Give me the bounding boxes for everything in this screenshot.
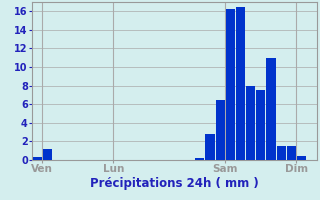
Bar (267, 58, 276, 160)
Bar (226, 9, 235, 160)
Bar (205, 134, 215, 160)
Bar (246, 86, 255, 160)
Bar (216, 100, 225, 160)
Bar (43, 149, 52, 160)
Bar (256, 90, 265, 160)
Bar (297, 156, 306, 160)
Bar (236, 7, 245, 160)
Bar (195, 158, 204, 160)
Bar (287, 146, 296, 160)
Bar (33, 157, 42, 160)
X-axis label: Précipitations 24h ( mm ): Précipitations 24h ( mm ) (90, 177, 259, 190)
Bar (276, 146, 286, 160)
